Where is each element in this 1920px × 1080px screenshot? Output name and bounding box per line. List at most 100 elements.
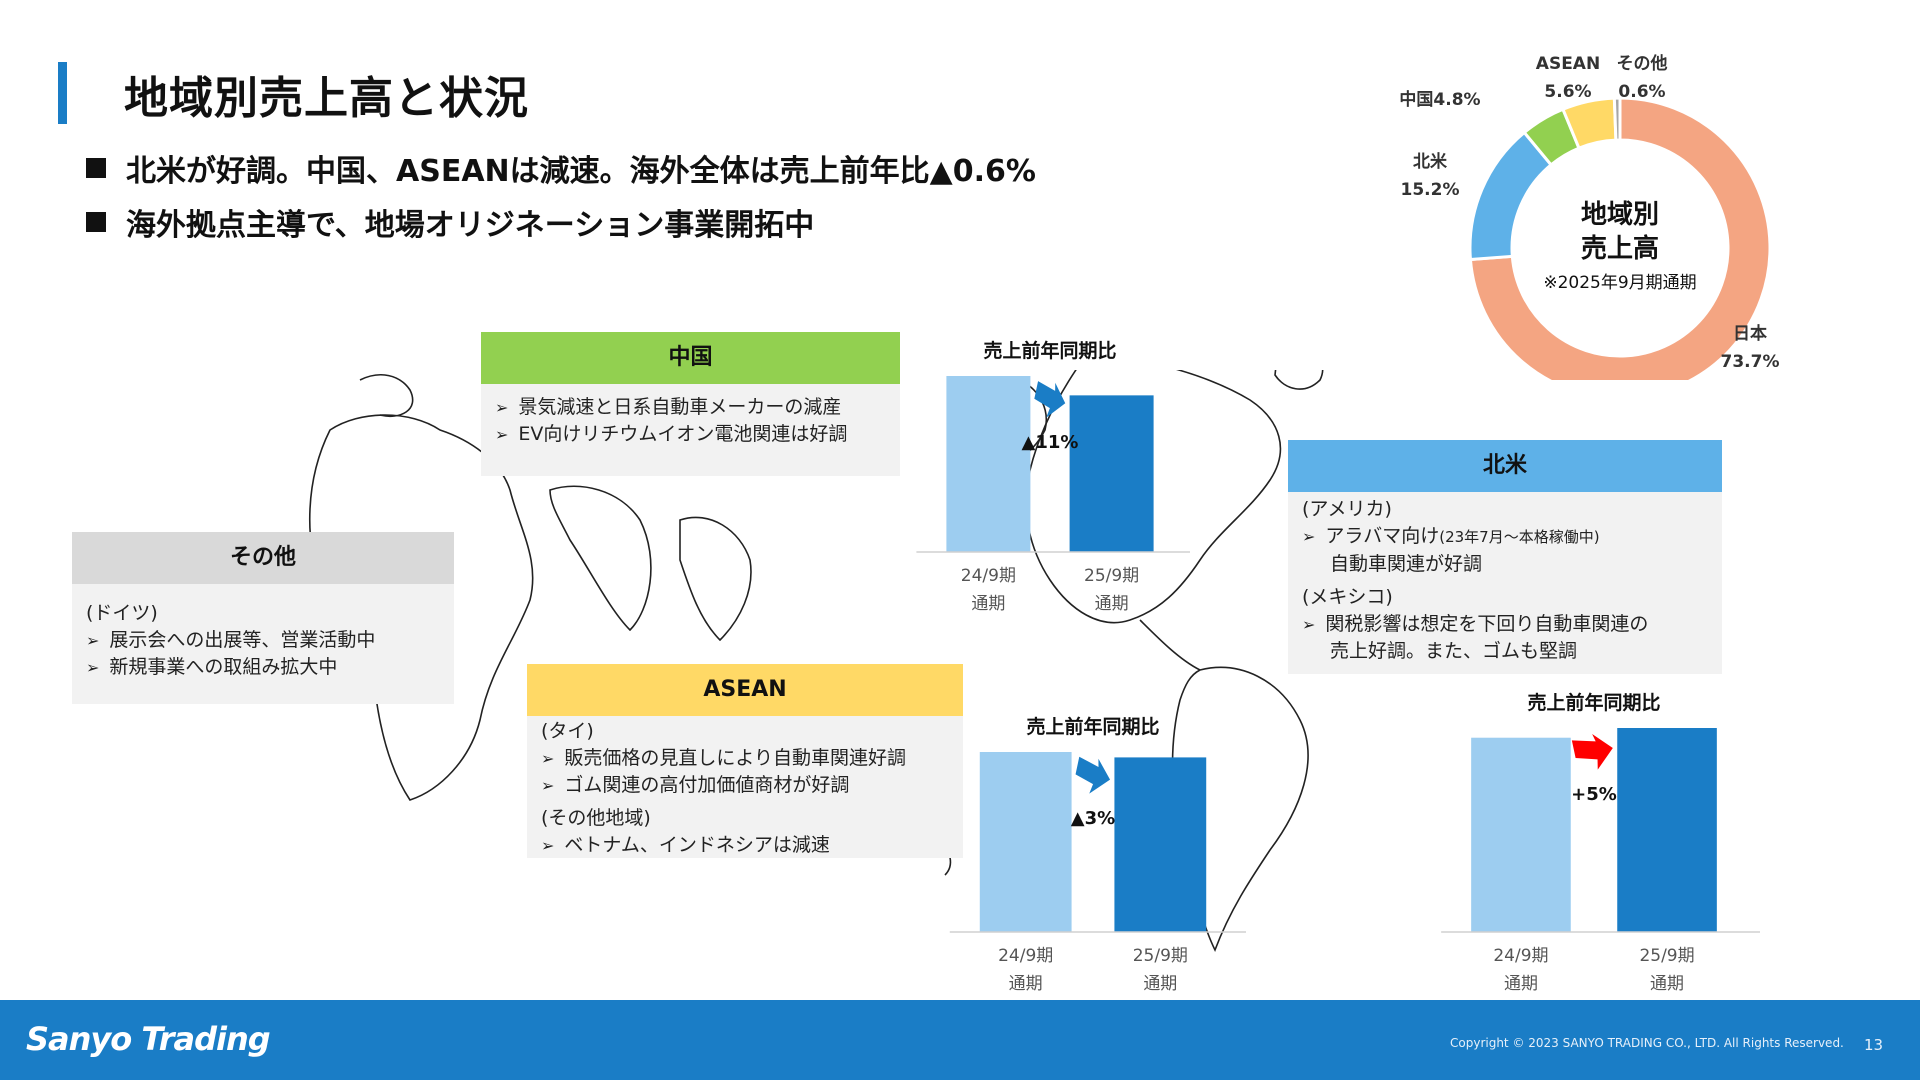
change-label: +5%	[1571, 784, 1617, 805]
page-title: 地域別売上高と状況	[124, 73, 529, 124]
company-logo: Sanyo Trading	[26, 1020, 271, 1058]
other-region-box: その他 (ドイツ) 展示会への出展等、営業活動中 新規事業への取組み拡大中	[72, 532, 454, 704]
square-bullet-icon	[86, 212, 106, 232]
donut-slice-label: 北米 15.2%	[1380, 148, 1480, 204]
north-america-region-box: 北米 (アメリカ) アラバマ向け(23年7月～本格稼働中) 自動車関連が好調 (…	[1288, 440, 1722, 674]
donut-slice-4	[1612, 96, 1622, 142]
donut-center-title: 地域別	[1580, 200, 1659, 230]
copyright-text: Copyright © 2023 SANYO TRADING CO., LTD.…	[1450, 1036, 1844, 1050]
summary-bullet-1: 北米が好調。中国、ASEANは減速。海外全体は売上前年比▲0.6%	[86, 146, 1036, 190]
north-america-yoy-chart: 売上前年同期比 +5% 24/9期 通期 25/9期 通期	[1428, 688, 1760, 996]
summary-bullet-2-text: 海外拠点主導で、地場オリジネーション事業開拓中	[126, 208, 815, 243]
category-label: 25/9期通期	[1100, 942, 1220, 998]
china-region-box: 中国 景気減速と日系自動車メーカーの減産 EV向けリチウムイオン電池関連は好調	[481, 332, 900, 476]
bar-0	[979, 752, 1072, 932]
slice-name: 北米	[1413, 152, 1447, 172]
north-america-box-header: 北米	[1288, 440, 1722, 492]
category-label-line: 24/9期	[960, 566, 1016, 586]
donut-slice-label: 中国4.8%	[1380, 86, 1500, 114]
na-group-label: (アメリカ)	[1302, 498, 1392, 520]
summary-bullet-1-text: 北米が好調。中国、ASEANは減速。海外全体は売上前年比▲0.6%	[126, 154, 1036, 189]
other-box-header: その他	[72, 532, 454, 584]
donut-slice-label: その他 0.6%	[1592, 50, 1692, 106]
bar-chart-svg: +5%	[1441, 728, 1760, 933]
chart-title: 売上前年同期比	[1527, 692, 1661, 714]
category-label: 25/9期通期	[1052, 562, 1172, 618]
slice-value: 4.8%	[1433, 90, 1481, 110]
slice-value: 73.7%	[1720, 352, 1780, 372]
donut-center-label: 地域別売上高 ※2025年9月期通期	[1520, 198, 1720, 293]
title-accent-bar	[58, 62, 67, 124]
square-bullet-icon	[86, 158, 106, 178]
page-number: 13	[1864, 1036, 1884, 1054]
category-label-line: 24/9期	[998, 946, 1054, 966]
category-label-line: 通期	[1008, 974, 1043, 994]
other-group-label: (ドイツ)	[86, 602, 158, 624]
donut-center-note: ※2025年9月期通期	[1543, 273, 1697, 293]
category-label-line: 25/9期	[1084, 566, 1140, 586]
na-item: 関税影響は想定を下回り自動車関連の	[1302, 611, 1708, 638]
slice-name: 中国	[1399, 90, 1434, 110]
asean-item: ゴム関連の高付加価値商材が好調	[541, 772, 949, 799]
category-label-line: 24/9期	[1493, 946, 1549, 966]
donut-slice-0	[1468, 96, 1772, 380]
category-label-line: 通期	[1503, 974, 1538, 994]
na-item-continued: 売上好調。また、ゴムも堅調	[1330, 640, 1578, 662]
category-label: 24/9期通期	[928, 562, 1048, 618]
category-label: 25/9期通期	[1607, 942, 1727, 998]
asean-region-box: ASEAN (タイ) 販売価格の見直しにより自動車関連好調 ゴム関連の高付加価値…	[527, 664, 963, 858]
change-label: ▲11%	[1022, 432, 1079, 453]
donut-center-title: 売上高	[1580, 234, 1659, 264]
up-arrow-icon	[1571, 733, 1613, 770]
bar-1	[1114, 757, 1207, 932]
slice-value: 0.6%	[1618, 82, 1666, 102]
bar-1	[1069, 395, 1154, 552]
category-label-line: 通期	[971, 594, 1006, 614]
donut-slice-label: ASEAN 5.6%	[1518, 50, 1618, 106]
change-label: ▲3%	[1071, 808, 1115, 829]
asean-box-header: ASEAN	[527, 664, 963, 716]
bar-chart-svg: ▲11%	[916, 376, 1190, 553]
category-label-line: 25/9期	[1639, 946, 1695, 966]
asean-group-label: (その他地域)	[541, 807, 651, 829]
footer-bar	[0, 1000, 1920, 1080]
na-group-label: (メキシコ)	[1302, 586, 1393, 608]
china-item: EV向けリチウムイオン電池関連は好調	[495, 421, 886, 448]
china-yoy-chart: 売上前年同期比 ▲11% 24/9期 通期 25/9期 通期	[910, 336, 1190, 616]
category-label-line: 通期	[1094, 594, 1129, 614]
asean-group-label: (タイ)	[541, 720, 594, 742]
other-item: 展示会への出展等、営業活動中	[86, 627, 440, 654]
bar-chart-svg: ▲3%	[949, 752, 1246, 933]
china-box-header: 中国	[481, 332, 900, 384]
down-arrow-icon	[1075, 756, 1111, 794]
summary-bullet-2: 海外拠点主導で、地場オリジネーション事業開拓中	[86, 200, 814, 244]
category-label: 24/9期通期	[1461, 942, 1581, 998]
category-label-line: 通期	[1143, 974, 1178, 994]
slice-name: ASEAN	[1535, 54, 1601, 74]
slice-value: 15.2%	[1400, 180, 1460, 200]
slice-name: その他	[1616, 54, 1668, 74]
chart-title: 売上前年同期比	[1026, 716, 1160, 738]
china-item: 景気減速と日系自動車メーカーの減産	[495, 394, 886, 421]
donut-slice-label: 日本 73.7%	[1700, 320, 1800, 376]
category-label-line: 25/9期	[1132, 946, 1188, 966]
bar-0	[1471, 737, 1571, 932]
na-item-continued: 自動車関連が好調	[1330, 553, 1483, 575]
na-item-note: (23年7月～本格稼働中)	[1439, 528, 1600, 546]
slice-name: 日本	[1733, 324, 1767, 344]
bar-1	[1617, 728, 1717, 932]
chart-title: 売上前年同期比	[983, 340, 1117, 362]
asean-item: 販売価格の見直しにより自動車関連好調	[541, 745, 949, 772]
bar-0	[946, 376, 1031, 552]
donut-svg	[1468, 96, 1772, 380]
other-item: 新規事業への取組み拡大中	[86, 654, 440, 681]
slice-value: 5.6%	[1544, 82, 1592, 102]
asean-yoy-chart: 売上前年同期比 ▲3% 24/9期 通期 25/9期 通期	[940, 712, 1246, 996]
na-item-main: アラバマ向け	[1325, 525, 1440, 547]
category-label: 24/9期通期	[966, 942, 1086, 998]
category-label-line: 通期	[1650, 974, 1685, 994]
na-item: アラバマ向け(23年7月～本格稼働中)	[1302, 523, 1708, 551]
down-arrow-icon	[1034, 381, 1066, 418]
asean-item: ベトナム、インドネシアは減速	[541, 832, 949, 859]
regional-sales-donut-chart: 日本 73.7% 北米 15.2% 中国4.8% ASEAN 5.6% その他 0.6% 地域別売…	[1380, 30, 1800, 380]
